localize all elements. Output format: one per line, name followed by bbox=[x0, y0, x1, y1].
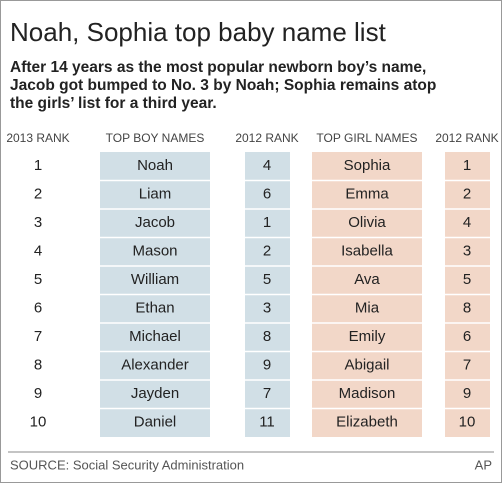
cell: 9 bbox=[263, 357, 271, 374]
table: 2013 RANK TOP BOY NAMES 2012 RANK TOP GIRL … bbox=[6, 131, 498, 431]
column-header: TOP BOY NAMES bbox=[106, 131, 205, 145]
cell: 2 bbox=[263, 243, 271, 260]
cell: 3 bbox=[463, 243, 471, 260]
cell: Alexander bbox=[121, 357, 189, 374]
cell: Mason bbox=[132, 243, 177, 260]
cell: Olivia bbox=[348, 214, 386, 231]
cell: 9 bbox=[463, 385, 471, 402]
subtitle-line: the girls’ list for a third year. bbox=[10, 95, 217, 112]
cell: Madison bbox=[339, 385, 396, 402]
cell: 10 bbox=[459, 414, 476, 431]
cell: Jayden bbox=[131, 385, 179, 402]
cell: Michael bbox=[129, 328, 181, 345]
cell: Sophia bbox=[344, 157, 391, 174]
cell: Mia bbox=[355, 300, 380, 317]
cell: Jacob bbox=[135, 214, 175, 231]
cell: Daniel bbox=[134, 414, 177, 431]
cell: 4 bbox=[263, 157, 271, 174]
cell: Emma bbox=[345, 186, 389, 203]
cell: 5 bbox=[463, 271, 471, 288]
cell: 4 bbox=[463, 214, 471, 231]
cell: Liam bbox=[139, 186, 172, 203]
subtitle: After 14 years as the most popular newbo… bbox=[10, 59, 436, 112]
cell: 1 bbox=[463, 157, 471, 174]
cell: 6 bbox=[263, 186, 271, 203]
column-header: 2012 RANK bbox=[435, 131, 498, 145]
subtitle-line: Jacob got bumped to No. 3 by Noah; Sophi… bbox=[10, 77, 436, 94]
cell: 1 bbox=[34, 157, 42, 174]
cell: 4 bbox=[34, 243, 42, 260]
source: SOURCE: Social Security Administration bbox=[10, 457, 244, 472]
cell: 8 bbox=[34, 357, 42, 374]
cell: William bbox=[131, 271, 179, 288]
column-header: 2012 RANK bbox=[235, 131, 298, 145]
cell: 6 bbox=[34, 300, 42, 317]
cell: 7 bbox=[34, 328, 42, 345]
cell: 1 bbox=[263, 214, 271, 231]
credit: AP bbox=[475, 457, 492, 472]
cell: Abigail bbox=[344, 357, 389, 374]
cell: 11 bbox=[259, 414, 275, 431]
cell: 9 bbox=[34, 385, 42, 402]
title: Noah, Sophia top baby name list bbox=[10, 17, 387, 47]
cell: Isabella bbox=[341, 243, 393, 260]
cell: 2 bbox=[34, 186, 42, 203]
cell: Ava bbox=[354, 271, 380, 288]
cell: 8 bbox=[263, 328, 271, 345]
cell: 2 bbox=[463, 186, 471, 203]
cell: 3 bbox=[263, 300, 271, 317]
cell: Emily bbox=[349, 328, 386, 345]
cell: 8 bbox=[463, 300, 471, 317]
cell: 10 bbox=[30, 414, 47, 431]
cell: 5 bbox=[34, 271, 42, 288]
cell: Ethan bbox=[135, 300, 174, 317]
cell: 6 bbox=[463, 328, 471, 345]
cell: Noah bbox=[137, 157, 173, 174]
cell: 7 bbox=[463, 357, 471, 374]
subtitle-line: After 14 years as the most popular newbo… bbox=[10, 59, 426, 76]
cell: Elizabeth bbox=[336, 414, 398, 431]
cell: 3 bbox=[34, 214, 42, 231]
cell: 5 bbox=[263, 271, 271, 288]
column-header: TOP GIRL NAMES bbox=[316, 131, 417, 145]
cell: 7 bbox=[263, 385, 271, 402]
column-header: 2013 RANK bbox=[6, 131, 69, 145]
